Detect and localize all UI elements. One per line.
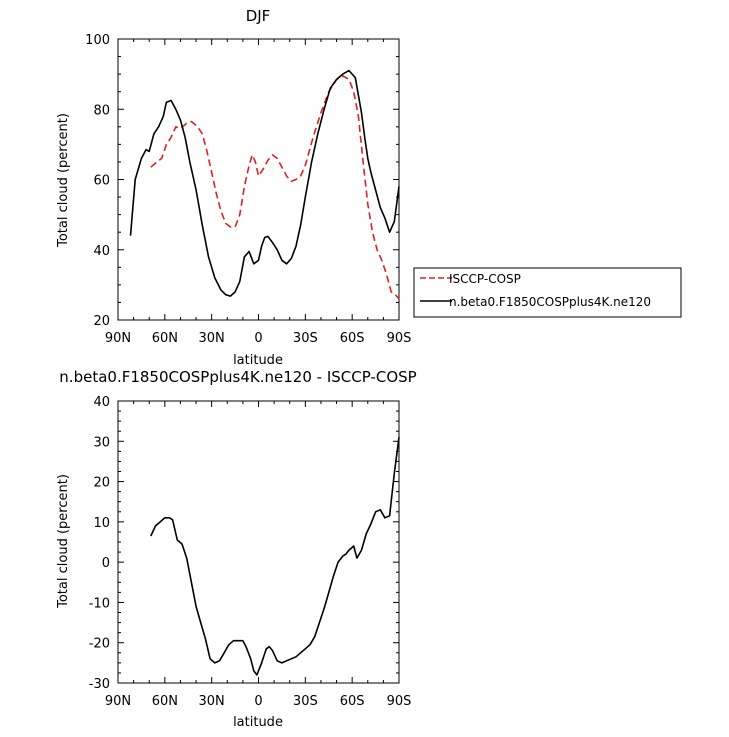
x-tick-label: 0 <box>254 694 262 709</box>
x-tick-label: 90N <box>105 694 131 709</box>
y-tick-label: 100 <box>85 33 110 48</box>
series-line-model <box>129 69 400 297</box>
x-tick-label: 60S <box>340 331 365 346</box>
y-tick-label: 80 <box>93 103 110 118</box>
x-tick-label: 60N <box>152 694 178 709</box>
y-tick-label: 10 <box>93 516 110 531</box>
x-tick-label: 60N <box>152 331 178 346</box>
x-tick-label: 30N <box>199 694 225 709</box>
panel-title: n.beta0.F1850COSPplus4K.ne120 - ISCCP-CO… <box>59 368 416 386</box>
y-axis-label: Total cloud (percent) <box>56 113 71 248</box>
panel-djf: DJF latitude Total cloud (percent) 20 40 6… <box>56 7 682 368</box>
x-tick-label: 90S <box>387 694 412 709</box>
x-tick-label: 30S <box>293 694 318 709</box>
x-tick-label: 90N <box>105 331 131 346</box>
panel-title: DJF <box>246 7 271 25</box>
y-tick-label: -10 <box>89 596 110 611</box>
legend-label-model: n.beta0.F1850COSPplus4K.ne120 <box>449 295 651 309</box>
legend-box <box>413 267 682 318</box>
x-axis-label: latitude <box>233 353 283 368</box>
y-tick-label: 60 <box>93 174 110 189</box>
x-tick-label: 30N <box>199 331 225 346</box>
x-tick-label: 90S <box>387 331 412 346</box>
y-tick-label: -30 <box>89 677 110 692</box>
x-tick-label: 60S <box>340 694 365 709</box>
x-axis-label: latitude <box>233 715 283 730</box>
plot-area: -30 -20 -10 0 10 20 30 40 90N 60N 30N 0 30S 60S 90S <box>89 395 412 709</box>
panel-difference: n.beta0.F1850COSPplus4K.ne120 - ISCCP-CO… <box>56 368 417 730</box>
y-axis-label: Total cloud (percent) <box>56 474 71 609</box>
plot-frame <box>117 38 400 321</box>
y-tick-label: 20 <box>93 476 110 491</box>
x-tick-label: 30S <box>293 331 318 346</box>
x-tick-label: 0 <box>254 331 262 346</box>
series-lines <box>150 437 400 676</box>
series-line-difference <box>150 437 400 676</box>
legend-label-isccp: ISCCP-COSP <box>449 272 521 286</box>
y-tick-label: 40 <box>93 244 110 259</box>
y-tick-label: -20 <box>89 637 110 652</box>
y-tick-label: 30 <box>93 435 110 450</box>
plot-frame <box>117 400 400 684</box>
y-tick-label: 20 <box>93 314 110 329</box>
y-tick-label: 40 <box>93 395 110 410</box>
series-lines <box>129 69 400 300</box>
legend: ISCCP-COSP n.beta0.F1850COSPplus4K.ne120 <box>413 267 682 318</box>
plot-area: 20 40 60 80 100 90N 60N 30N 0 30S 60S 90S <box>85 33 411 346</box>
series-line-isccp-cosp <box>150 75 400 300</box>
y-tick-label: 0 <box>102 556 110 571</box>
